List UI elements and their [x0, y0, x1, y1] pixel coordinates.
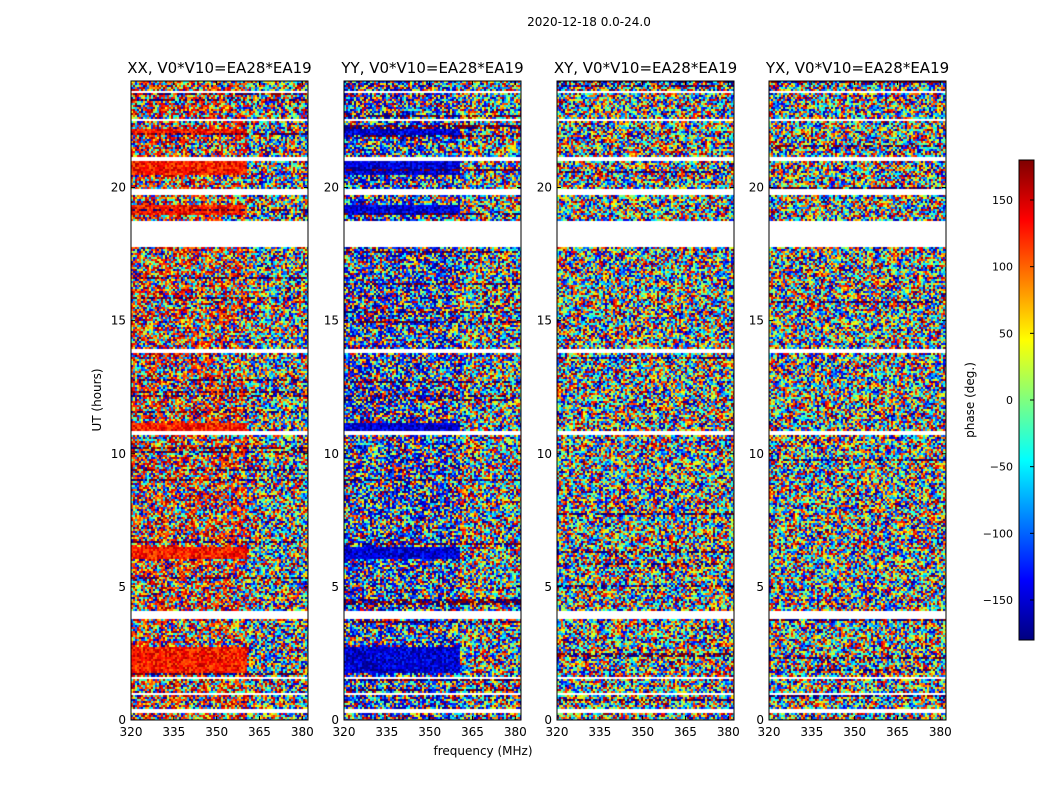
- x-tick-label: 365: [886, 725, 909, 739]
- y-tick-label: 10: [324, 447, 339, 461]
- x-tick-label: 380: [504, 725, 527, 739]
- y-tick-label: 5: [756, 580, 764, 594]
- panel-title: XY, V0*V10=EA28*EA19: [554, 59, 737, 77]
- panel-title: XX, V0*V10=EA28*EA19: [127, 59, 311, 77]
- colorbar-tick-label: 50: [999, 327, 1013, 340]
- x-tick-label: 350: [418, 725, 441, 739]
- y-tick-label: 20: [749, 181, 764, 195]
- x-tick-label: 320: [120, 725, 143, 739]
- x-tick-label: 335: [588, 725, 611, 739]
- panel-frame: [343, 80, 522, 721]
- colorbar: 150 100 50 0 −50 −100 −150 phase (deg.): [963, 159, 1035, 641]
- colorbar-tick-label: −100: [983, 527, 1013, 540]
- colorbar-ticks: 150 100 50 0 −50 −100 −150: [983, 194, 1034, 607]
- y-tick-label: 0: [756, 713, 764, 727]
- panel-1: XX, V0*V10=EA28*EA19 320 335 350 365 380 0 5 10 1…: [111, 59, 314, 739]
- panel-frame: [556, 80, 735, 721]
- x-tick-label: 380: [929, 725, 952, 739]
- y-tick-label: 10: [749, 447, 764, 461]
- panel-4: YX, V0*V10=EA28*EA19 320 335 350 365 380 0 5 10 1…: [749, 59, 952, 739]
- y-tick-label: 15: [111, 314, 126, 328]
- x-tick-label: 335: [800, 725, 823, 739]
- colorbar-tick-label: 0: [1006, 394, 1013, 407]
- colorbar-label: phase (deg.): [963, 362, 977, 438]
- y-tick-label: 15: [537, 314, 552, 328]
- x-tick-label: 350: [843, 725, 866, 739]
- y-tick-label: 0: [544, 713, 552, 727]
- panel-frame: [768, 80, 947, 721]
- y-tick-label: 15: [324, 314, 339, 328]
- y-tick-label: 10: [537, 447, 552, 461]
- y-tick-label: 20: [324, 181, 339, 195]
- y-tick-label: 5: [118, 580, 126, 594]
- x-tick-label: 320: [546, 725, 569, 739]
- y-tick-label: 0: [331, 713, 339, 727]
- x-tick-label: 335: [162, 725, 185, 739]
- x-tick-label: 350: [631, 725, 654, 739]
- figure-suptitle: 2020-12-18 0.0-24.0: [527, 15, 651, 29]
- y-tick-label: 5: [544, 580, 552, 594]
- y-tick-label: 10: [111, 447, 126, 461]
- x-tick-label: 350: [205, 725, 228, 739]
- panel-title: YY, V0*V10=EA28*EA19: [340, 59, 523, 77]
- colorbar-tick-label: 100: [992, 261, 1013, 274]
- panel-3: XY, V0*V10=EA28*EA19 320 335 350 365 380 0 5 10 1…: [537, 59, 740, 739]
- x-tick-label: 380: [717, 725, 740, 739]
- phase-heatmap: [557, 81, 734, 720]
- x-tick-label: 380: [291, 725, 314, 739]
- colorbar-tick-label: −50: [990, 461, 1013, 474]
- phase-heatmap: [344, 81, 521, 720]
- x-tick-label: 365: [248, 725, 271, 739]
- y-axis-label: UT (hours): [90, 368, 104, 431]
- colorbar-tick-label: 150: [992, 194, 1013, 207]
- panel-2: YY, V0*V10=EA28*EA19 320 335 350 365 380 0 5 10 1…: [324, 59, 527, 739]
- x-tick-label: 365: [461, 725, 484, 739]
- colorbar-tick-label: −150: [983, 594, 1013, 607]
- panels-group: XX, V0*V10=EA28*EA19 320 335 350 365 380 0 5 10 1…: [111, 59, 952, 739]
- y-tick-label: 20: [537, 181, 552, 195]
- panel-title: YX, V0*V10=EA28*EA19: [765, 59, 949, 77]
- y-tick-label: 0: [118, 713, 126, 727]
- y-tick-label: 15: [749, 314, 764, 328]
- x-tick-label: 320: [758, 725, 781, 739]
- x-tick-label: 320: [333, 725, 356, 739]
- x-axis-label: frequency (MHz): [433, 744, 532, 758]
- x-tick-label: 335: [375, 725, 398, 739]
- y-tick-label: 20: [111, 181, 126, 195]
- panel-frame: [130, 80, 309, 721]
- y-tick-label: 5: [331, 580, 339, 594]
- phase-heatmap: [769, 81, 946, 720]
- x-tick-label: 365: [674, 725, 697, 739]
- phase-heatmap: [131, 81, 308, 720]
